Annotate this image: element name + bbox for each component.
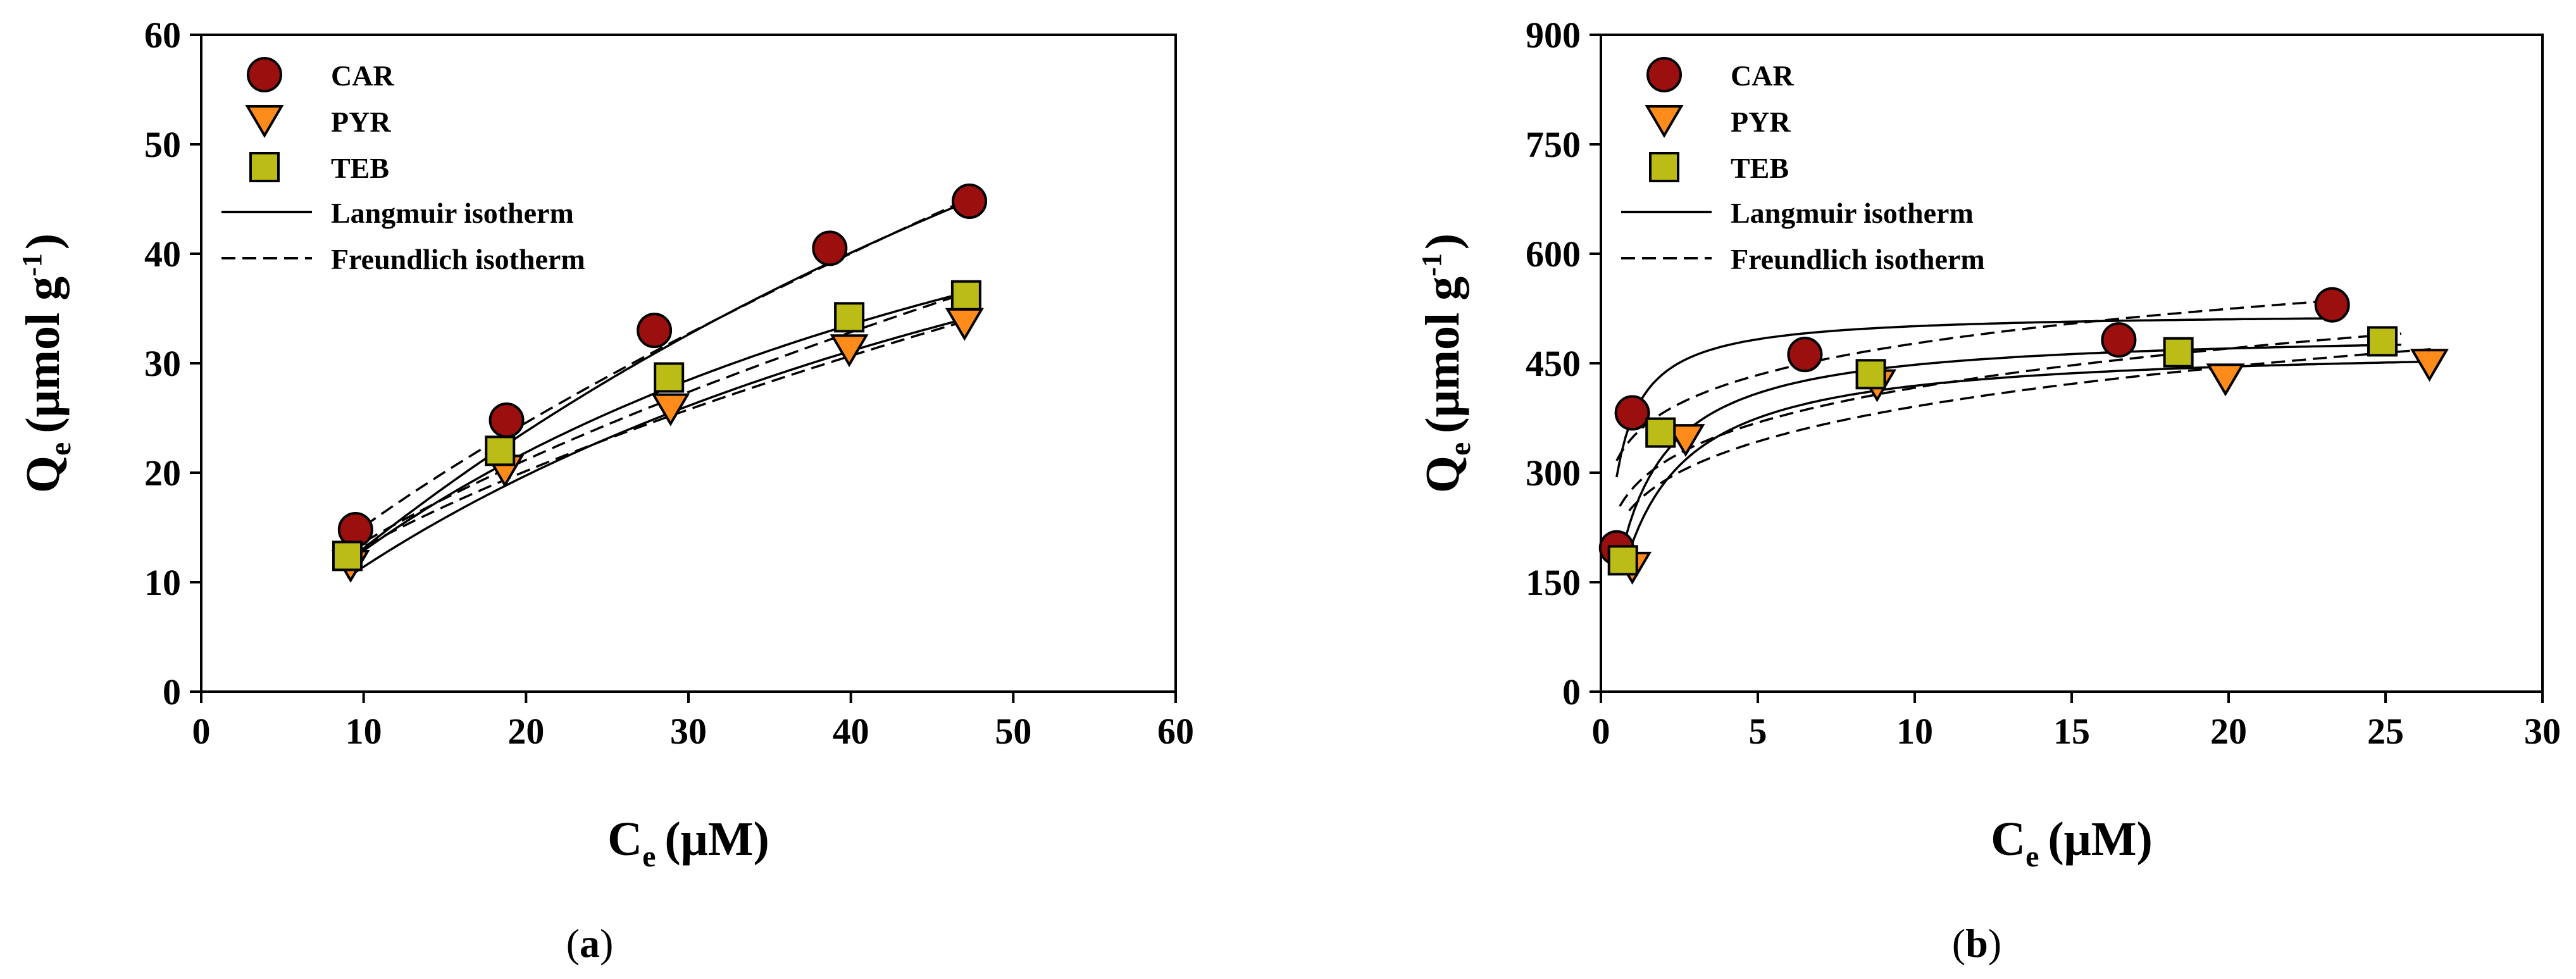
legend-label-dashed: Freundlich isotherm	[1731, 243, 1985, 275]
langmuir-curve-pyr	[1627, 360, 2433, 552]
data-point-car	[488, 402, 525, 438]
data-point-car	[637, 313, 673, 349]
y-tick-label: 50	[144, 124, 181, 165]
data-point-pyr	[830, 334, 869, 368]
legend-label-pyr: PYR	[1731, 106, 1791, 138]
data-point-teb	[2367, 326, 2398, 357]
legend-marker-pyr	[1645, 105, 1684, 138]
data-point-pyr	[1666, 424, 1705, 458]
data-point-teb	[485, 435, 516, 466]
x-tick-label: 30	[670, 711, 707, 752]
x-tick-label: 20	[2210, 711, 2247, 752]
x-tick-label: 25	[2367, 711, 2404, 752]
y-tick-label: 900	[1526, 15, 1581, 56]
data-point-teb	[654, 362, 685, 393]
data-point-teb	[950, 280, 981, 311]
panel-caption: (a)	[566, 921, 614, 966]
y-tick-label: 450	[1526, 343, 1581, 384]
data-point-pyr	[2410, 349, 2449, 382]
legend-marker-teb	[1649, 152, 1679, 182]
legend-label-car: CAR	[1731, 59, 1794, 92]
x-tick-label: 10	[345, 711, 382, 752]
legend-label-solid: Langmuir isotherm	[331, 197, 574, 229]
fit-curves	[346, 196, 973, 579]
freundlich-curve-pyr	[1628, 347, 2433, 512]
x-tick-label: 60	[1157, 711, 1194, 752]
x-tick-label: 5	[1749, 711, 1767, 752]
data-point-car	[1614, 395, 1650, 431]
x-tick-label: 20	[507, 711, 544, 752]
data-point-pyr	[2206, 363, 2245, 397]
y-tick-label: 600	[1526, 234, 1581, 275]
chart-panel-a: 0 10 20 30 40 50 60 0 10 20 30 40 50 60 Ce (μM) Qe(μmol …	[16, 15, 1194, 966]
y-axis-title: Qe(μmol g-1)	[1416, 234, 1477, 493]
langmuir-curve-pyr	[347, 316, 973, 579]
data-point-teb	[1645, 417, 1676, 448]
legend-marker-car	[247, 57, 282, 92]
legend-marker-car	[1646, 57, 1682, 92]
data-point-teb	[1855, 359, 1886, 390]
legend-marker-pyr	[245, 105, 284, 138]
langmuir-curve-car	[346, 198, 973, 563]
y-tick-label: 20	[144, 452, 181, 494]
legend-label-solid: Langmuir isotherm	[1731, 197, 1974, 229]
x-tick-label: 15	[2053, 711, 2090, 752]
y-axis-title: Qe(μmol g-1)	[16, 234, 77, 493]
x-tick-label: 0	[192, 711, 211, 752]
y-tick-label: 150	[1526, 562, 1581, 603]
legend-label-pyr: PYR	[331, 106, 391, 138]
x-tick-label: 50	[995, 711, 1031, 752]
freundlich-curve-car	[346, 196, 973, 540]
legend-marker-teb	[249, 152, 280, 182]
fit-curves	[1615, 299, 2433, 561]
data-point-teb	[332, 540, 363, 571]
y-tick-label: 60	[144, 15, 181, 56]
x-axis-title: Ce (μM)	[1991, 813, 2153, 873]
data-point-car	[2101, 322, 2137, 358]
y-tick-label: 0	[163, 671, 181, 713]
langmuir-curve-teb	[1619, 343, 2401, 561]
data-point-teb	[1607, 545, 1638, 576]
legend-label-teb: TEB	[331, 152, 389, 184]
x-tick-label: 40	[833, 711, 869, 752]
freundlich-curve-teb	[1619, 332, 2401, 507]
legend-label-dashed: Freundlich isotherm	[331, 243, 585, 275]
y-tick-label: 10	[144, 562, 181, 603]
data-point-car	[2314, 287, 2350, 323]
x-tick-label: 30	[2524, 711, 2561, 752]
freundlich-curve-pyr	[347, 318, 973, 557]
x-tick-label: 10	[1896, 711, 1933, 752]
data-point-teb	[834, 302, 865, 333]
data-point-pyr	[651, 393, 690, 427]
y-tick-label: 750	[1526, 124, 1581, 165]
legend-label-teb: TEB	[1731, 152, 1789, 184]
langmuir-curve-car	[1615, 317, 2339, 478]
freundlich-curve-car	[1615, 299, 2339, 461]
y-tick-label: 30	[144, 343, 181, 384]
y-tick-label: 300	[1526, 452, 1581, 494]
data-point-car	[1787, 337, 1823, 373]
y-tick-label: 40	[144, 234, 181, 275]
legend-label-car: CAR	[331, 59, 394, 92]
panel-caption: (b)	[1952, 921, 2001, 966]
x-tick-label: 0	[1592, 711, 1610, 752]
y-tick-label: 0	[1562, 671, 1581, 713]
x-axis-title: Ce (μM)	[607, 813, 769, 873]
data-point-car	[812, 230, 848, 266]
data-point-car	[952, 183, 988, 219]
data-point-teb	[2163, 337, 2194, 368]
